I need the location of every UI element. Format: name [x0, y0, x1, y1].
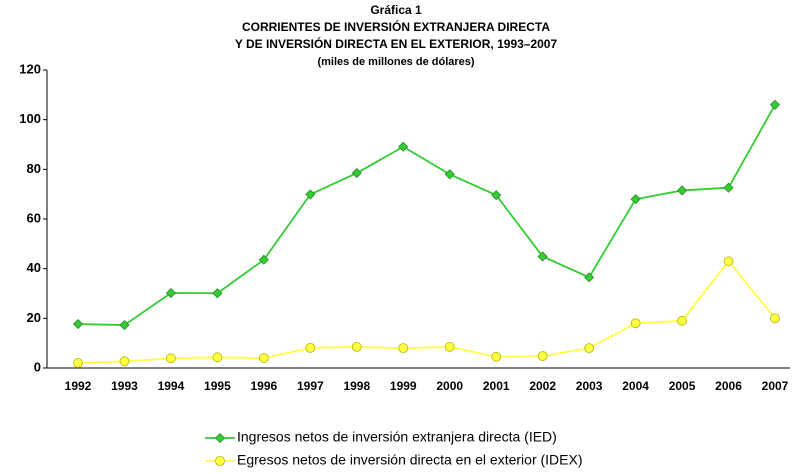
x-tick-label: 1994	[158, 379, 185, 393]
point	[537, 251, 548, 262]
point	[212, 352, 223, 363]
point	[444, 341, 455, 352]
point	[119, 319, 130, 331]
point	[351, 167, 362, 179]
x-tick-label: 2004	[622, 379, 649, 393]
point	[305, 342, 316, 353]
point	[584, 272, 595, 283]
legend-label: Ingresos netos de inversión extranjera d…	[237, 429, 557, 445]
point	[677, 185, 688, 196]
line	[77, 104, 776, 326]
chart-title: CORRIENTES DE INVERSIÓN EXTRANJERA DIREC…	[242, 19, 550, 34]
x-tick-label: 1999	[390, 379, 417, 393]
x-tick-label: 2001	[483, 379, 510, 393]
point	[214, 432, 226, 444]
point	[491, 351, 502, 362]
point	[73, 358, 83, 368]
x-tick-label: 1992	[65, 379, 92, 393]
point	[258, 254, 269, 265]
y-tick-label: 80	[27, 161, 41, 176]
point	[630, 194, 641, 205]
chart-subtitle: (miles de millones de dólares)	[317, 56, 474, 68]
point	[630, 318, 641, 329]
line	[77, 259, 776, 364]
point	[723, 182, 734, 193]
y-tick-label: 0	[34, 359, 41, 374]
y-tick-label: 40	[27, 260, 41, 275]
x-tick-label: 1993	[111, 379, 138, 393]
point	[723, 256, 734, 267]
x-tick-label: 1997	[297, 379, 324, 393]
x-tick-label: 2006	[715, 379, 742, 393]
y-tick-label: 120	[19, 61, 41, 76]
chart-title: Gráfica 1	[370, 3, 422, 17]
x-tick-label: 1995	[204, 379, 231, 393]
point	[119, 356, 130, 367]
x-tick-label: 2005	[669, 379, 696, 393]
point	[770, 313, 780, 324]
point	[212, 288, 223, 299]
point	[444, 169, 455, 180]
legend-label: Egresos netos de inversión directa en el…	[237, 452, 583, 468]
point	[72, 318, 84, 330]
point	[584, 343, 595, 354]
x-tick-label: 2007	[762, 379, 789, 393]
x-tick-label: 2002	[529, 379, 556, 393]
point	[305, 189, 316, 200]
point	[258, 353, 269, 363]
point	[537, 351, 548, 361]
point	[215, 456, 225, 466]
point	[398, 141, 409, 152]
x-tick-label: 1996	[251, 379, 278, 393]
chart-title: Y DE INVERSIÓN DIRECTA EN EL EXTERIOR, 1…	[235, 36, 558, 51]
point	[165, 287, 176, 299]
point	[351, 341, 362, 352]
x-tick-label: 1998	[343, 379, 370, 393]
x-tick-label: 2000	[436, 379, 463, 393]
point	[677, 315, 687, 326]
y-tick-label: 100	[19, 111, 41, 126]
y-tick-label: 20	[27, 310, 41, 325]
point	[166, 353, 176, 364]
point	[491, 190, 502, 201]
x-tick-label: 2003	[576, 379, 603, 393]
point	[398, 343, 409, 354]
point	[769, 99, 781, 110]
y-tick-label: 60	[27, 210, 41, 225]
